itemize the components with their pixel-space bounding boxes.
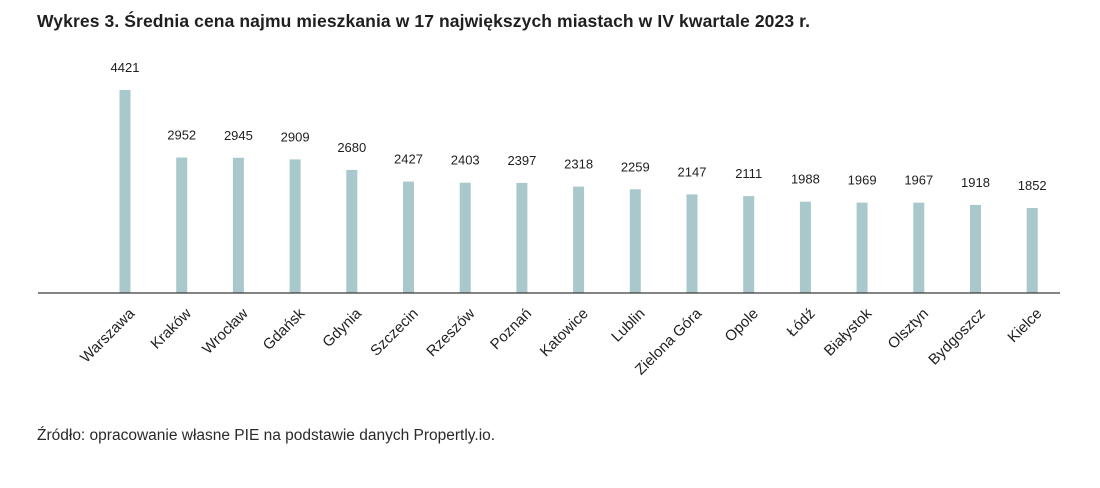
- value-labels-group: 4421 2952 2945 2909 2680 2427 2403 2397 2318 2259…: [111, 60, 1047, 193]
- category-label-2: Wrocław: [199, 305, 252, 358]
- bar-16: [1026, 208, 1038, 293]
- category-label-4: Gdynia: [319, 305, 365, 351]
- value-label-11: 2111: [735, 166, 762, 181]
- bar-chart: 4421 2952 2945 2909 2680 2427 2403 2397 2318 2259…: [38, 60, 1060, 379]
- value-label-3: 2909: [281, 129, 310, 144]
- bar-0: [119, 90, 131, 293]
- bar-1: [176, 157, 188, 293]
- value-label-5: 2427: [394, 152, 423, 167]
- category-label-0: Warszawa: [77, 305, 139, 367]
- value-label-14: 1967: [904, 173, 933, 188]
- bars-group: [119, 90, 1038, 293]
- bar-10: [686, 194, 698, 293]
- bar-11: [743, 196, 755, 293]
- bar-9: [629, 189, 641, 293]
- value-label-12: 1988: [791, 172, 820, 187]
- value-label-15: 1918: [961, 175, 990, 190]
- bar-2: [232, 157, 244, 293]
- category-label-13: Białystok: [821, 305, 876, 360]
- value-label-13: 1969: [848, 173, 877, 188]
- category-labels-group: Warszawa Kraków Wrocław Gdańsk Gdynia Szczeci…: [77, 305, 1045, 379]
- bar-15: [970, 204, 981, 293]
- category-label-16: Kielce: [1004, 305, 1045, 346]
- bar-7: [516, 182, 528, 293]
- source-note: Źródło: opracowanie własne PIE na podsta…: [37, 427, 496, 444]
- value-label-4: 2680: [337, 140, 366, 155]
- bar-14: [913, 202, 925, 293]
- bar-6: [459, 182, 471, 293]
- value-label-6: 2403: [451, 153, 480, 168]
- category-label-9: Lublin: [608, 305, 648, 345]
- category-label-12: Łódź: [784, 305, 819, 340]
- value-label-8: 2318: [564, 157, 593, 172]
- category-label-11: Opole: [722, 305, 762, 345]
- value-label-9: 2259: [621, 159, 650, 174]
- category-label-1: Kraków: [147, 305, 195, 353]
- category-label-7: Poznań: [487, 305, 535, 353]
- bar-12: [799, 201, 811, 293]
- bar-8: [573, 186, 585, 293]
- value-label-7: 2397: [507, 153, 536, 168]
- category-label-3: Gdańsk: [260, 305, 309, 354]
- bar-13: [856, 202, 868, 293]
- category-label-8: Katowice: [537, 305, 592, 360]
- category-label-5: Szczecin: [367, 305, 421, 359]
- value-label-1: 2952: [167, 128, 196, 143]
- bar-5: [403, 181, 414, 293]
- value-label-10: 2147: [678, 164, 707, 179]
- category-label-6: Rzeszów: [423, 305, 478, 360]
- value-label-0: 4421: [111, 60, 140, 75]
- category-label-15: Bydgoszcz: [925, 305, 988, 368]
- chart-title: Wykres 3. Średnia cena najmu mieszkania …: [37, 11, 811, 31]
- value-label-16: 1852: [1018, 178, 1047, 193]
- bar-3: [289, 159, 301, 293]
- value-label-2: 2945: [224, 128, 253, 143]
- bar-4: [346, 169, 358, 293]
- category-label-14: Olsztyn: [885, 305, 932, 352]
